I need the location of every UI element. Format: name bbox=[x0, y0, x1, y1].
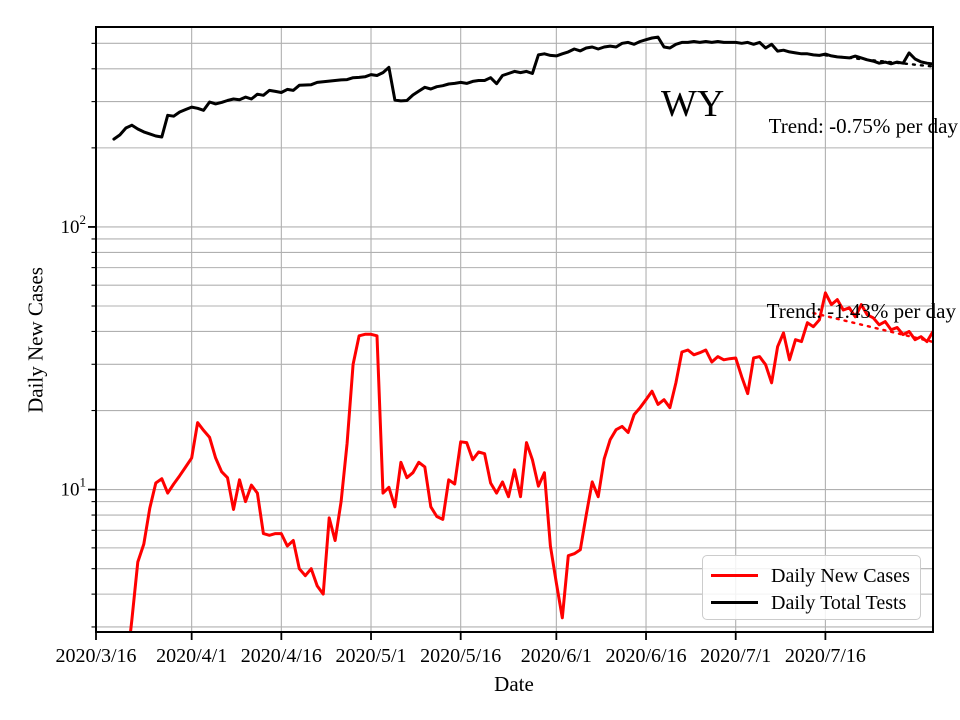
x-tick-label: 2020/6/16 bbox=[605, 645, 686, 667]
trend-annotation-cases: Trend: -1.43% per day bbox=[766, 299, 956, 323]
legend-item-daily-new-cases: Daily New Cases bbox=[711, 562, 920, 589]
legend-line-sample-red bbox=[711, 573, 758, 578]
legend-box: Daily New Cases Daily Total Tests bbox=[702, 555, 921, 620]
trend-line bbox=[824, 54, 933, 68]
x-tick-label: 2020/4/1 bbox=[156, 645, 227, 667]
line-daily-total-tests bbox=[112, 35, 933, 141]
x-tick-label: 2020/6/1 bbox=[521, 645, 592, 667]
y-axis-label: Daily New Cases bbox=[23, 267, 48, 413]
legend-label: Daily New Cases bbox=[771, 564, 910, 587]
legend-item-daily-total-tests: Daily Total Tests bbox=[711, 589, 920, 616]
plot-spines bbox=[95, 26, 934, 633]
x-tick-label: 2020/7/16 bbox=[785, 645, 866, 667]
x-axis-label: Date bbox=[494, 672, 534, 696]
x-tick-label: 2020/4/16 bbox=[241, 645, 322, 667]
legend-label: Daily Total Tests bbox=[771, 591, 907, 614]
state-title: WY bbox=[661, 83, 725, 125]
legend-line-sample-black bbox=[711, 600, 758, 605]
x-tick-label: 2020/7/1 bbox=[700, 645, 771, 667]
series-group bbox=[112, 35, 933, 632]
x-tick-label: 2020/3/16 bbox=[55, 645, 136, 667]
x-tick-label: 2020/5/16 bbox=[420, 645, 501, 667]
line-daily-new-cases bbox=[129, 291, 933, 632]
y-tick-label: 102 bbox=[61, 212, 87, 238]
trend-annotation-tests: Trend: -0.75% per day bbox=[768, 114, 958, 138]
x-tick-label: 2020/5/1 bbox=[335, 645, 406, 667]
y-tick-label: 101 bbox=[61, 475, 87, 501]
